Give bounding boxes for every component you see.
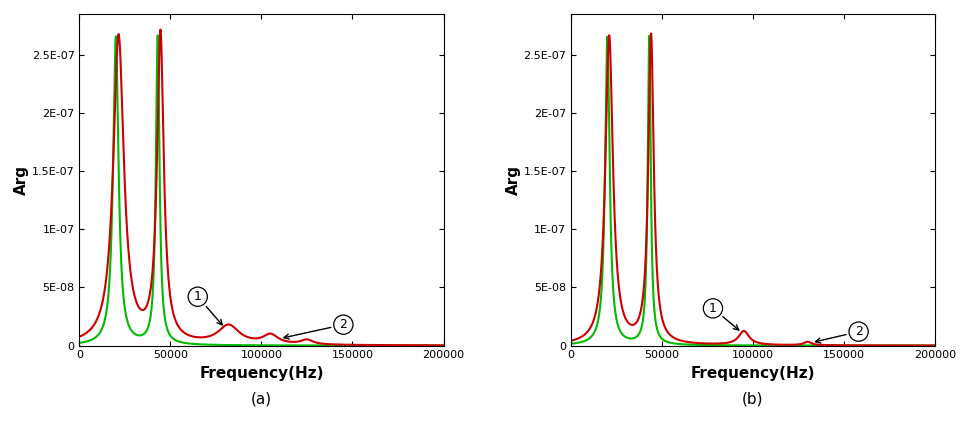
Text: 1: 1 [194,290,222,325]
X-axis label: Frequency(Hz): Frequency(Hz) [199,366,324,381]
Text: 2: 2 [284,318,347,339]
X-axis label: Frequency(Hz): Frequency(Hz) [690,366,814,381]
Text: 1: 1 [708,302,738,330]
Title: (a): (a) [251,392,271,407]
Title: (b): (b) [741,392,763,407]
Text: 2: 2 [815,325,861,343]
Y-axis label: Arg: Arg [505,165,520,195]
Y-axis label: Arg: Arg [14,165,29,195]
